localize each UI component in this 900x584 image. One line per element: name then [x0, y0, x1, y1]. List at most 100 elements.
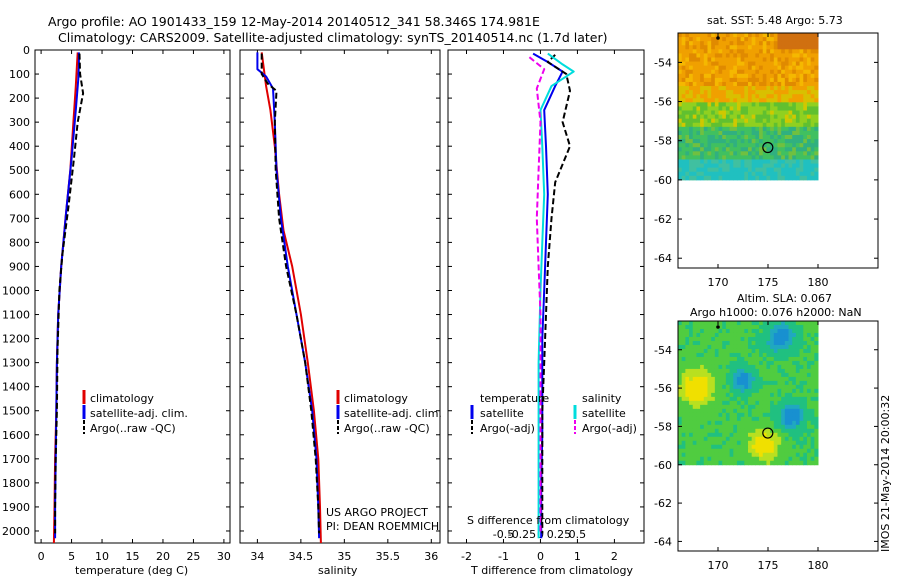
map-cell [733, 384, 738, 390]
map-cell [736, 118, 742, 124]
map-cell [803, 364, 808, 370]
map-cell [678, 360, 683, 366]
map-cell [784, 396, 790, 402]
map-cell [678, 344, 683, 350]
map-cell [792, 167, 797, 173]
map-cell [788, 428, 793, 434]
map-cell [696, 396, 701, 402]
map-cell [781, 412, 786, 418]
map-cell [744, 61, 749, 67]
map-cell [770, 65, 775, 71]
map-cell [810, 65, 815, 71]
map-cell [784, 408, 790, 414]
map-cell [711, 344, 716, 350]
map-cell [725, 376, 731, 382]
map-cell [703, 98, 708, 103]
map-cell [744, 57, 749, 63]
map-cell [814, 412, 819, 418]
map-cell [766, 81, 771, 87]
map-cell [707, 53, 712, 58]
map-cell [792, 328, 797, 334]
map-cell [678, 77, 683, 83]
map-cell [792, 321, 797, 326]
map-cell [792, 139, 797, 144]
map-cell [810, 106, 815, 112]
map-cell [707, 348, 712, 354]
map-cell [703, 45, 708, 50]
map-cell [722, 106, 727, 112]
map-cell [773, 122, 778, 128]
map-cell [795, 130, 801, 136]
map-cell [700, 348, 705, 354]
map-cell [696, 321, 701, 326]
map-cell [722, 37, 727, 42]
map-cell [722, 167, 727, 173]
map-cell [759, 163, 764, 169]
map-cell [762, 376, 767, 382]
map-cell [685, 348, 690, 354]
map-cell [678, 321, 683, 326]
map-cell [814, 408, 819, 414]
map-cell [744, 424, 749, 430]
map-cell [792, 364, 797, 370]
map-cell [803, 321, 808, 326]
map-cell [736, 81, 742, 87]
map-cell [759, 118, 764, 124]
map-cell [781, 348, 786, 354]
map-cell [806, 460, 812, 466]
map-cell [792, 37, 797, 42]
map-cell [759, 69, 764, 75]
map-cell [777, 163, 782, 169]
map-cell [755, 53, 760, 58]
map-cell [703, 37, 708, 42]
map-cell [762, 368, 767, 374]
map-cell [814, 167, 819, 173]
map-cell [722, 428, 727, 434]
map-cell [744, 33, 749, 38]
map-cell [770, 360, 775, 366]
map-cell [814, 171, 819, 177]
map-cell [762, 147, 767, 152]
map-cell [729, 114, 734, 120]
map-cell [689, 368, 694, 374]
map-cell [773, 396, 778, 402]
map-cell [799, 372, 804, 378]
map-cell [748, 94, 753, 99]
map-cell [751, 163, 756, 169]
map-cell [718, 328, 723, 334]
map-cell [707, 336, 712, 342]
map-cell [784, 440, 790, 446]
map-cell [781, 102, 786, 107]
sst-heatmap [678, 33, 819, 181]
map-cell [681, 340, 686, 346]
map-cell [696, 33, 701, 38]
map-cell [788, 324, 793, 330]
map-cell [685, 344, 690, 350]
map-cell [795, 69, 801, 75]
map-cell [777, 340, 782, 346]
map-cell [759, 356, 764, 362]
map-cell [685, 321, 690, 326]
map-cell [681, 384, 686, 390]
map-cell [678, 448, 683, 454]
map-cell [740, 384, 745, 390]
map-cell [814, 424, 819, 430]
map-cell [751, 328, 756, 334]
map-cell [696, 53, 701, 58]
map-cell [773, 368, 778, 374]
map-cell [751, 436, 756, 442]
map-cell [803, 61, 808, 67]
map-cell [781, 135, 786, 140]
map-cell [810, 61, 815, 67]
map-cell [729, 332, 734, 338]
map-cell [814, 65, 819, 71]
map-cell [766, 412, 771, 418]
map-cell [744, 416, 749, 422]
map-cell [784, 159, 790, 165]
map-cell [744, 135, 749, 140]
map-cell [755, 37, 760, 42]
map-cell [685, 114, 690, 120]
map-cell [755, 69, 760, 75]
map-cell [711, 340, 716, 346]
map-cell [814, 328, 819, 334]
